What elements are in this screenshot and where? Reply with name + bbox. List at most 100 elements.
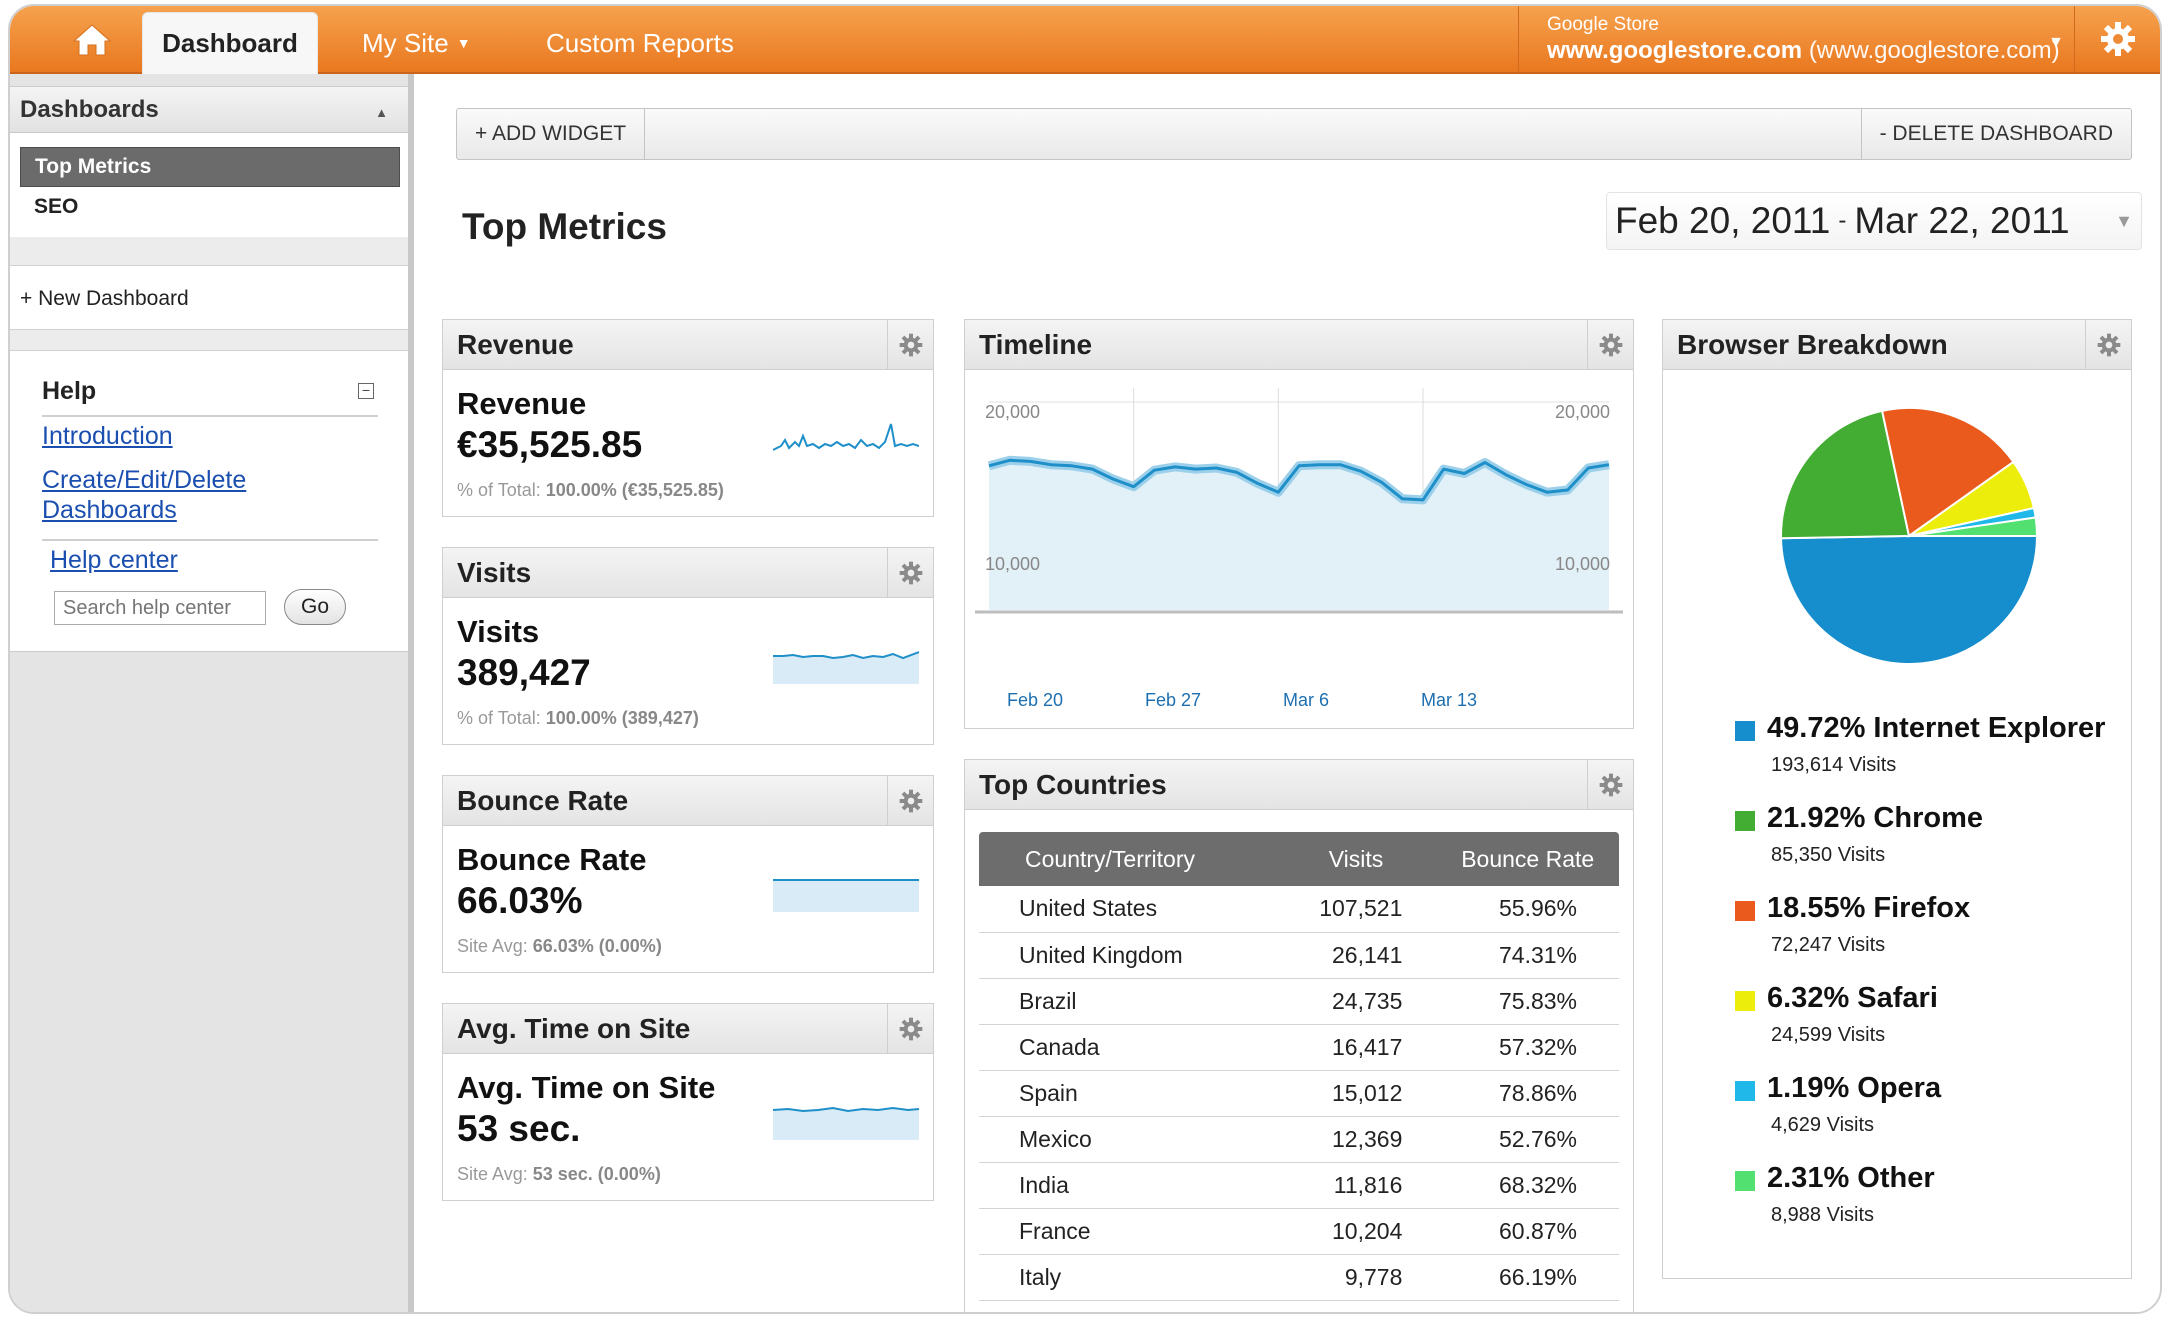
cell-visits: 26,141 xyxy=(1275,932,1437,979)
widget-title: Top Countries xyxy=(965,760,1633,810)
gear-icon xyxy=(2097,333,2120,356)
minimize-icon[interactable]: − xyxy=(358,383,374,399)
settings-button[interactable] xyxy=(2074,6,2160,72)
metric-sub-prefix: Site Avg: xyxy=(457,936,528,956)
sidebar-item-seo[interactable]: SEO xyxy=(20,187,400,227)
gear-icon xyxy=(1599,333,1622,356)
widget-settings-button[interactable] xyxy=(887,1004,933,1053)
legend-visits: 72,247 Visits xyxy=(1771,934,1886,956)
add-widget-button[interactable]: + ADD WIDGET xyxy=(457,109,646,159)
top-nav-bar: Dashboard My Site ▼ Custom Reports Googl… xyxy=(10,6,2160,74)
tab-my-site-label: My Site xyxy=(362,27,449,58)
delete-dashboard-button[interactable]: - DELETE DASHBOARD xyxy=(1860,109,2131,159)
tab-custom-reports[interactable]: Custom Reports xyxy=(528,12,752,74)
app-window: Dashboard My Site ▼ Custom Reports Googl… xyxy=(8,4,2162,1314)
table-row: Spain 15,012 78.86% xyxy=(979,1070,1619,1117)
gear-icon xyxy=(899,333,922,356)
divider xyxy=(42,415,378,417)
legend-swatch xyxy=(1735,1081,1755,1101)
widget-settings-button[interactable] xyxy=(1587,760,1633,809)
cell-country[interactable]: India xyxy=(979,1162,1276,1209)
account-selector[interactable]: Google Store www.googlestore.com (www.go… xyxy=(1518,6,2078,72)
gear-icon xyxy=(2100,22,2135,56)
legend-label: 21.92% Chrome xyxy=(1767,802,1983,834)
divider xyxy=(10,265,408,266)
cell-country[interactable]: Spain xyxy=(979,1070,1276,1117)
cell-country[interactable]: Italy xyxy=(979,1254,1276,1301)
legend-label: 2.31% Other xyxy=(1767,1162,1935,1194)
cell-bounce-rate: 68.32% xyxy=(1436,1162,1619,1209)
legend-label: 1.19% Opera xyxy=(1767,1072,1942,1104)
help-link-create-edit-delete[interactable]: Create/Edit/Delete xyxy=(42,466,247,494)
column-header-bounce-rate[interactable]: Bounce Rate xyxy=(1436,832,1619,886)
date-range-picker[interactable]: Feb 20, 2011 - Mar 22, 2011 ▼ xyxy=(1606,192,2142,250)
help-center-link[interactable]: Help center xyxy=(50,546,178,574)
sidebar: Dashboards ▲ Top Metrics SEO + New Dashb… xyxy=(10,74,414,1312)
main-content: + ADD WIDGET - DELETE DASHBOARD Top Metr… xyxy=(420,74,2160,1312)
sparkline xyxy=(773,1106,919,1140)
metric-subtext: % of Total: 100.00% (389,427) xyxy=(457,708,699,729)
cell-country[interactable]: Canada xyxy=(979,1024,1276,1071)
go-button[interactable]: Go xyxy=(284,589,346,625)
chevron-down-icon: ▼ xyxy=(456,35,471,51)
revenue-widget: Revenue Revenue €35,525.85 % of Total: 1… xyxy=(442,319,934,517)
metric-sub-prefix: Site Avg: xyxy=(457,1164,528,1184)
pie-slice[interactable] xyxy=(1880,407,2015,538)
cell-country[interactable]: United States xyxy=(979,886,1276,933)
widget-title: Revenue xyxy=(443,320,933,370)
metric-value: 53 sec. xyxy=(457,1108,581,1149)
timeline-widget: Timeline 20,000 10,000 20,000 10,000 Feb… xyxy=(964,319,1634,729)
table-header-row: Country/Territory Visits Bounce Rate xyxy=(979,832,1619,886)
sidebar-item-top-metrics[interactable]: Top Metrics xyxy=(20,147,400,187)
legend-swatch xyxy=(1735,811,1755,831)
legend-label: 49.72% Internet Explorer xyxy=(1767,712,2106,744)
y-tick-label-left: 20,000 xyxy=(985,402,1040,422)
x-tick-label: Feb 27 xyxy=(1145,690,1201,710)
cell-country[interactable]: Mexico xyxy=(979,1116,1276,1163)
cell-country[interactable]: United Kingdom xyxy=(979,932,1276,979)
widget-settings-button[interactable] xyxy=(2085,320,2131,369)
legend-visits: 8,988 Visits xyxy=(1771,1204,1875,1226)
cell-bounce-rate: 74.31% xyxy=(1436,932,1619,979)
collapse-icon[interactable]: ▲ xyxy=(375,105,388,120)
pie-slice[interactable] xyxy=(1780,409,1911,540)
x-tick-label: Mar 6 xyxy=(1283,690,1329,710)
pie-slice[interactable] xyxy=(1780,535,2039,665)
divider xyxy=(10,237,408,265)
help-link-dashboards[interactable]: Dashboards xyxy=(42,496,177,524)
visits-widget: Visits Visits 389,427 % of Total: 100.00… xyxy=(442,547,934,745)
column-header-visits[interactable]: Visits xyxy=(1275,832,1437,886)
cell-visits: 11,816 xyxy=(1275,1162,1437,1209)
widget-settings-button[interactable] xyxy=(887,776,933,825)
tab-my-site[interactable]: My Site ▼ xyxy=(344,12,489,74)
y-tick-label-left: 10,000 xyxy=(985,554,1040,574)
legend-visits: 193,614 Visits xyxy=(1771,754,1897,776)
dashboards-header[interactable]: Dashboards ▲ xyxy=(10,87,408,133)
column-header-country[interactable]: Country/Territory xyxy=(979,832,1276,886)
widget-settings-button[interactable] xyxy=(887,320,933,369)
search-help-input[interactable] xyxy=(54,591,266,625)
widget-settings-button[interactable] xyxy=(1587,320,1633,369)
legend-swatch xyxy=(1735,901,1755,921)
tab-dashboard[interactable]: Dashboard xyxy=(142,12,318,74)
new-dashboard-link[interactable]: + New Dashboard xyxy=(20,287,189,310)
metric-label: Revenue xyxy=(457,386,587,421)
home-button[interactable] xyxy=(50,18,134,62)
y-tick-label-right: 10,000 xyxy=(1555,554,1610,574)
gear-icon xyxy=(1599,773,1622,796)
widget-settings-button[interactable] xyxy=(887,548,933,597)
dashboard-toolbar: + ADD WIDGET - DELETE DASHBOARD xyxy=(456,108,2132,160)
cell-visits: 24,735 xyxy=(1275,978,1437,1025)
metric-value: 389,427 xyxy=(457,652,591,693)
metric-sub-prefix: % of Total: xyxy=(457,480,541,500)
cell-country[interactable]: France xyxy=(979,1208,1276,1255)
account-name: Google Store xyxy=(1547,14,1659,35)
legend-swatch xyxy=(1735,721,1755,741)
cell-country[interactable]: Brazil xyxy=(979,978,1276,1025)
browser-pie-chart xyxy=(1780,407,2039,665)
help-link-introduction[interactable]: Introduction xyxy=(42,422,173,450)
table-row: Brazil 24,735 75.83% xyxy=(979,978,1619,1025)
pie-slice[interactable] xyxy=(1908,516,2039,537)
countries-table: Country/Territory Visits Bounce Rate Uni… xyxy=(979,832,1619,1301)
table-row: France 10,204 60.87% xyxy=(979,1208,1619,1255)
